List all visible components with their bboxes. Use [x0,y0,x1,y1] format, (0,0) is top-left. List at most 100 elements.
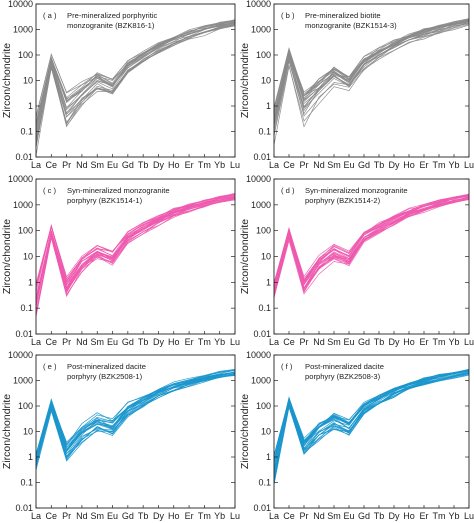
x-tick-label: Dy [389,160,400,170]
series-line [274,195,469,284]
x-tick-label: Lu [464,511,474,521]
y-tick-label: 100 [256,50,271,60]
series-line [36,192,235,284]
x-tick-label: Nd [313,160,325,170]
panel-title-line: Pre-mineralized porphyritic [67,11,158,20]
series-line [36,372,235,463]
series-line [274,372,469,484]
x-tick-label: Sm [90,337,104,347]
x-tick-label: Ho [168,337,180,347]
series-line [36,24,235,141]
series-line [274,20,469,121]
y-tick-label: 0.1 [258,127,271,137]
y-tick-label: 1 [28,101,33,111]
x-tick-label: Eu [107,511,118,521]
series-line [36,371,235,458]
panel-c: 0.01 0.1 1 10 100 1000 10000 La Ce Pr Nd Sm Eu Gd Tb Dy… [1,174,240,347]
panel-label: ( c ) [43,186,57,195]
x-tick-label: Gd [122,160,134,170]
y-tick-label: 0.01 [15,503,33,513]
panel-title-line: Post-mineralized dacite [305,362,384,371]
series-line [274,24,469,146]
y-tick-label: 1000 [13,25,33,35]
panel-label: ( f ) [281,362,293,371]
series-line [274,196,469,290]
panel-title-line: Pre-mineralized biotite [305,11,381,20]
series-line [274,369,469,469]
series-line [36,21,235,133]
x-tick-label: Ce [46,160,58,170]
x-tick-label: Nd [313,511,325,521]
series-line [36,197,235,299]
panel-label: ( d ) [281,186,295,195]
x-tick-label: Pr [300,337,309,347]
series-line [274,372,469,477]
series-line [36,24,235,148]
y-tick-label: 0.01 [253,329,271,339]
x-tick-label: La [31,160,41,170]
x-tick-label: La [269,160,279,170]
series-line [274,194,469,285]
series-line [274,369,469,461]
x-tick-label: Ho [168,511,180,521]
x-tick-label: Ho [168,160,180,170]
x-tick-label: Dy [153,160,164,170]
panel-label: ( a ) [43,11,57,20]
series-line [274,368,469,456]
series-line [36,371,235,461]
y-tick-label: 1000 [13,376,33,386]
x-tick-label: Nd [76,511,88,521]
series-line [274,195,469,287]
x-tick-label: Tm [198,160,211,170]
x-tick-label: Tm [433,160,446,170]
x-tick-label: Tb [138,337,149,347]
y-tick-label: 0.1 [258,303,271,313]
x-tick-label: Yb [448,511,459,521]
panel-b: 0.01 0.1 1 10 100 1000 10000 La Ce Pr Nd Sm Eu Gd Tb Dy… [239,0,474,170]
y-tick-label: 10000 [8,350,33,360]
panel-title-line: monzogranite (BZK816-1) [67,21,155,30]
series-line [36,198,235,314]
x-tick-label: Eu [343,160,354,170]
x-tick-label: Er [185,511,194,521]
series-line [274,22,469,125]
x-tick-label: Lu [464,337,474,347]
y-tick-label: 0.01 [253,152,271,162]
y-tick-label: 1 [28,277,33,287]
series-line [274,370,469,470]
series-line [274,19,469,125]
y-tick-label: 100 [256,401,271,411]
series-line [274,371,469,479]
series-line [274,22,469,136]
panel-title-line: porphyry (BZK1514-1) [67,196,143,205]
x-tick-label: Yb [214,337,225,347]
series-line [274,371,469,472]
series-line [274,198,469,293]
x-tick-label: Tb [374,337,385,347]
x-tick-label: Pr [300,511,309,521]
x-tick-label: Ho [403,337,415,347]
y-axis-label: Zircon/chondrite [1,43,13,118]
y-tick-label: 0.01 [15,329,33,339]
series-line [36,22,235,145]
x-tick-label: Gd [122,511,134,521]
series-line [274,373,469,480]
y-tick-label: 10 [261,252,271,262]
x-tick-label: Nd [76,160,88,170]
y-tick-label: 0.1 [258,478,271,488]
series-line [274,372,469,479]
series-line [36,198,235,317]
y-axis-label: Zircon/chondrite [239,219,251,294]
series-line [36,369,235,457]
x-tick-label: La [269,511,279,521]
x-tick-label: Eu [107,337,118,347]
series-line [36,196,235,299]
y-tick-label: 100 [256,226,271,236]
y-tick-label: 0.01 [253,503,271,513]
series-line [274,371,469,464]
x-tick-label: Ce [46,337,58,347]
x-tick-label: Ce [283,160,295,170]
y-tick-label: 1000 [251,25,271,35]
x-tick-label: Pr [62,160,71,170]
series-line [274,372,469,476]
